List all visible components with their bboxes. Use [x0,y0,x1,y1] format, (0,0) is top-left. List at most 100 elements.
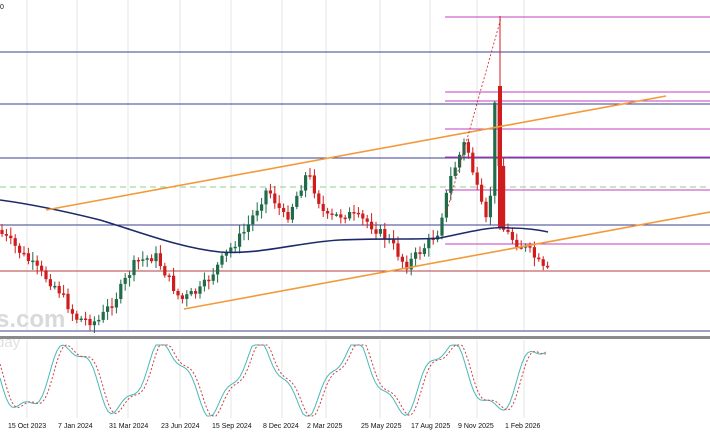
panel-separator [0,336,710,339]
candle-body [339,214,343,218]
candle-body [106,306,110,312]
candle-body [180,295,184,299]
candle-body [0,230,4,235]
candle-body [502,165,506,230]
candle-body [370,221,374,230]
candle-body [422,248,426,255]
candle-body [506,229,510,232]
stochastic-signal-line [0,344,547,417]
candle-body [194,291,198,294]
candle-body [453,167,457,176]
candle-body [57,285,61,294]
candle-body [444,192,448,218]
candle-body [541,259,545,266]
candle-body [88,318,92,326]
candle-body [22,252,26,255]
candle-body [519,247,523,249]
candle-body [290,206,294,220]
trend-dashed-line [445,17,502,215]
candle-body [202,279,206,287]
candle-body [75,313,79,320]
candle-body [396,243,400,257]
candle-body [101,311,105,320]
candle-body [141,259,145,261]
candle-body [326,211,330,214]
candle-body [374,229,378,234]
candle-body [251,215,255,225]
candle-body [79,318,83,321]
candle-body [427,238,431,249]
candle-body [176,290,180,296]
candle-body [145,258,149,260]
candle-body [18,245,22,253]
x-axis-tick-label: 8 Dec 2024 [263,423,299,430]
candle-body [498,86,502,228]
candle-body [312,175,316,194]
candle-body [44,270,48,280]
candle-body [352,212,356,214]
candle-body [462,142,466,155]
candle-body [233,246,237,249]
candle-body [92,321,96,326]
stochastic-main-line [0,344,547,417]
chart-grid [26,0,525,418]
candle-body [510,231,514,240]
candle-body [128,275,132,278]
candle-body [70,309,74,314]
candle-body [365,218,369,222]
x-axis: 15 Oct 2023 7 Jan 2024 31 Mar 2024 23 Jun 2… [8,423,541,430]
x-axis-tick-label: 15 Sep 2024 [212,423,252,430]
candle-body [189,291,193,295]
candle-body [114,299,118,308]
candle-body [246,224,250,232]
candle-body [163,266,167,276]
candle-body [440,217,444,236]
corner-label: 0 [0,4,4,11]
candle-body [282,208,286,212]
x-axis-tick-label: 25 May 2025 [361,423,402,430]
candle-body [172,275,176,291]
candle-body [216,264,220,275]
candle-body [378,228,382,234]
candle-body [185,294,189,299]
candle-body [414,252,418,259]
candle-body [62,293,66,295]
candle-body [304,175,308,191]
candle-body [132,259,136,276]
candle-body [154,253,158,262]
candle-body [136,259,140,262]
candle-body [277,203,281,209]
candle-body [198,286,202,294]
candle-body [330,213,334,215]
candle-body [26,253,30,262]
candle-body [238,233,242,247]
candle-body [53,285,57,288]
channel-upper-line [45,95,667,211]
candle-body [493,102,497,196]
candle-body [524,246,528,248]
candle-body [480,184,484,202]
candle-body [4,234,8,236]
stochastic-panel [0,336,710,417]
candle-body [66,293,70,310]
x-axis-tick-label: 31 Mar 2024 [109,423,148,430]
candle-body [418,252,422,255]
candle-body [299,190,303,196]
candle-body [9,235,13,239]
candle-body [356,212,360,215]
candle-body [268,190,272,194]
candle-body [343,217,347,220]
candle-body [167,275,171,277]
candle-body [286,211,290,220]
channel-lower-line [183,211,710,310]
candle-body [488,195,492,218]
candle-body [400,256,404,262]
candle-body [295,195,299,207]
candle-body [471,152,475,173]
candle-body [449,175,453,193]
candle-body [260,204,264,211]
candlesticks [0,16,550,334]
candle-body [409,258,413,270]
candle-body [405,261,409,270]
